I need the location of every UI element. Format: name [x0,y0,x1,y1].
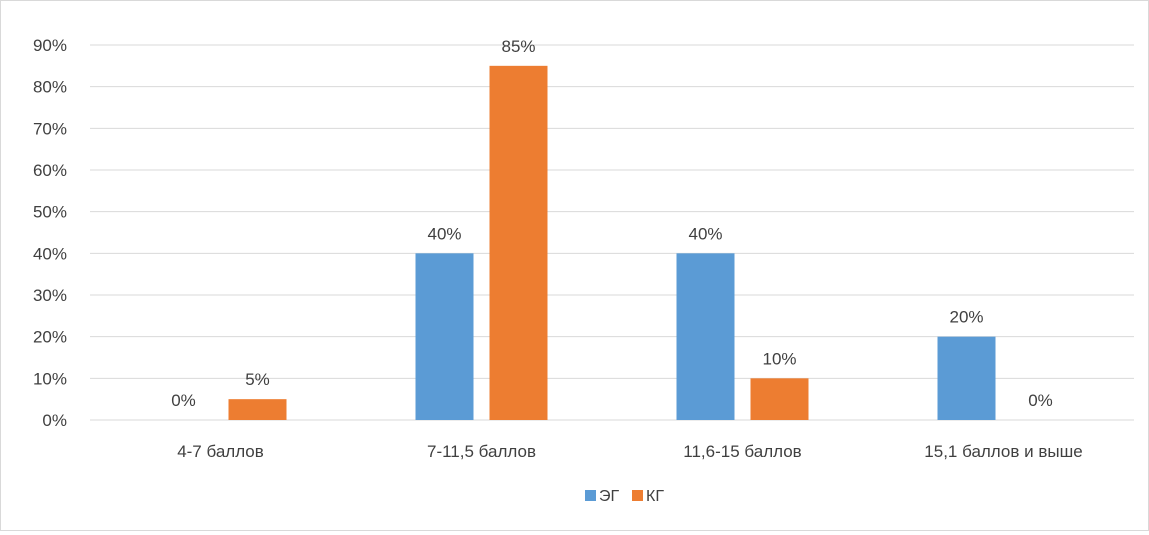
bar [415,253,474,420]
bar [676,253,735,420]
data-label: 40% [688,224,722,243]
bar [489,65,548,420]
legend-swatch [585,490,596,501]
bar [937,336,996,420]
y-tick-label: 90% [33,36,67,55]
y-axis: 0% 10% 20% 30% 40% 50% 60% 70% 80% 90% [33,36,67,430]
data-label: 5% [245,370,270,389]
x-tick-label: 11,6-15 баллов [683,442,801,461]
data-label: 20% [949,308,983,327]
legend: ЭГ КГ [585,488,664,505]
x-tick-label: 15,1 баллов и выше [924,442,1082,461]
y-tick-label: 50% [33,203,67,222]
x-axis: 4-7 баллов 7-11,5 баллов 11,6-15 баллов 15,… [177,442,1083,461]
data-label: 85% [501,37,535,56]
legend-label: ЭГ [599,488,620,505]
y-tick-label: 70% [33,119,67,138]
y-tick-label: 80% [33,78,67,97]
data-label: 0% [171,391,196,410]
data-label: 10% [762,349,796,368]
legend-label: КГ [646,488,664,505]
y-tick-label: 20% [33,328,67,347]
data-labels: 0% 5% 40% 85% 40% 10% 20% 0% [171,37,1053,410]
y-tick-label: 30% [33,286,67,305]
data-label: 0% [1028,391,1053,410]
gridlines [90,44,1134,421]
data-label: 40% [427,224,461,243]
x-tick-label: 4-7 баллов [177,442,264,461]
y-tick-label: 40% [33,244,67,263]
y-tick-label: 10% [33,369,67,388]
bars [228,65,996,420]
legend-swatch [632,490,643,501]
bar [750,378,809,420]
y-tick-label: 60% [33,161,67,180]
y-tick-label: 0% [42,411,67,430]
x-tick-label: 7-11,5 баллов [427,442,536,461]
bar [228,399,287,420]
